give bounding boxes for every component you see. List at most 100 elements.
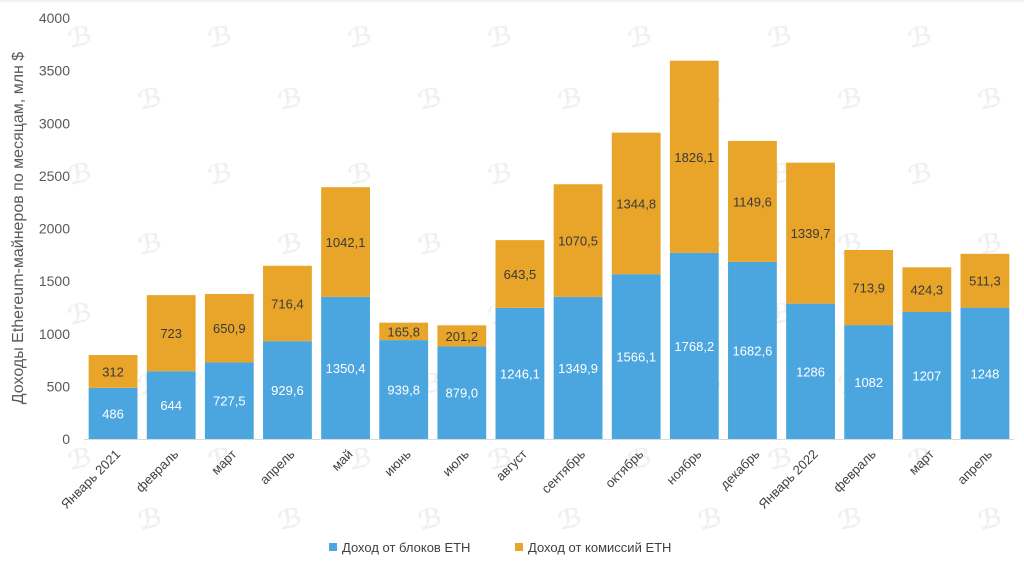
watermark-icon: ℬ [415,502,445,536]
bar-fees-segment [88,355,138,388]
data-label-fees: 723 [160,326,182,341]
watermark-icon: ℬ [835,82,865,116]
x-tick-label: апрель [954,446,995,487]
data-label-blocks: 1207 [912,368,941,383]
x-tick-label: июнь [381,446,414,479]
bar-blocks-segment [844,325,894,439]
x-tick-label: апрель [257,446,298,487]
watermark-icon: ℬ [625,20,655,54]
legend-label-fees: Доход от комиссий ETH [528,540,671,555]
bar-fees-segment [553,184,603,297]
legend-label-blocks: Доход от блоков ETH [342,540,470,555]
bar-fees-segment [902,267,952,312]
bar-blocks-segment [379,340,429,439]
y-tick-label: 3000 [39,115,70,131]
x-tick-label: сентябрь [538,446,588,496]
bar-fees-segment [786,162,835,304]
data-label-blocks: 1682,6 [733,343,773,358]
data-label-fees: 643,5 [504,267,537,282]
bar-blocks-segment [437,346,487,439]
watermark-icon: ℬ [275,502,305,536]
watermark-icon: ℬ [415,227,445,261]
x-tick-label: ноябрь [663,446,704,487]
category-labels: Январь 2021 февраль март апрель май июнь июль а… [58,446,995,511]
bar-fees-segment [611,132,661,275]
data-label-fees: 650,9 [213,321,246,336]
data-label-blocks: 1350,4 [326,361,366,376]
watermark-icon: ℬ [555,502,585,536]
data-label-fees: 511,3 [969,274,1001,289]
watermark-icon: ℬ [135,82,165,116]
data-label-fees: 424,3 [911,283,944,298]
y-axis-ticks: 0 500 1000 1500 2000 2500 3000 3500 4000 [39,10,70,447]
bar-fees-segment [379,322,429,341]
data-label-fees: 201,2 [446,329,479,344]
bar-fees-segment [669,60,719,253]
data-label-blocks: 727,5 [213,394,246,409]
data-label-fees: 1070,5 [558,234,598,249]
bar-blocks-segment [902,311,952,439]
data-label-blocks: 1768,2 [674,339,714,354]
watermark-icon: ℬ [345,157,375,191]
watermark-icon: ℬ [835,502,865,536]
data-label-fees: 716,4 [271,296,304,311]
watermark-icon: ℬ [905,20,935,54]
legend-swatch-fees [515,543,523,551]
bar-fees-segment [321,187,370,297]
watermark-icon: ℬ [135,227,165,261]
bar-fees-segment [204,293,254,363]
y-axis-title: Доходы Ethereum-майнеров по месяцам, млн… [10,52,27,405]
y-tick-label: 1000 [39,326,70,342]
bar-fees-segment [263,265,312,342]
bar-blocks-segment [728,261,777,439]
bar-blocks-segment [553,296,603,439]
bar-blocks-segment [669,252,719,439]
bar-fees-segment [437,325,487,347]
data-label-blocks: 1286 [796,364,825,379]
data-label-fees: 1339,7 [791,226,831,241]
x-tick-label: февраль [830,446,879,495]
bar-fees-segment [146,295,196,372]
bar-blocks-segment [495,307,545,439]
bars-layer: 486 312 644 723 727,5 650,9 929,6 716,4 1350,4 10… [88,60,1010,439]
legend-swatch-blocks [329,543,337,551]
bar-blocks-segment [786,303,835,439]
watermark-icon: ℬ [135,502,165,536]
data-label-blocks: 1082 [854,375,883,390]
watermark-icon: ℬ [275,82,305,116]
watermark-icon: ℬ [205,157,235,191]
watermark-icon: ℬ [555,82,585,116]
data-label-blocks: 939,8 [387,383,420,398]
data-label-blocks: 486 [102,406,124,421]
data-label-blocks: 1246,1 [500,366,540,381]
bar-fees-segment [728,140,777,262]
data-label-blocks: 1349,9 [558,361,598,376]
data-label-fees: 1826,1 [674,150,714,165]
data-label-fees: 165,8 [387,324,420,339]
y-tick-label: 3500 [39,63,70,79]
x-tick-label: декабрь [717,446,763,492]
bar-blocks-segment [611,274,661,439]
x-tick-label: февраль [133,446,182,495]
data-label-fees: 312 [102,364,124,379]
data-label-fees: 1042,1 [326,235,366,250]
watermark-icon: ℬ [205,20,235,54]
watermark-icon: ℬ [485,20,515,54]
bar-blocks-segment [263,341,312,439]
watermark-icon: ℬ [275,227,305,261]
data-label-blocks: 644 [160,398,182,413]
data-label-fees: 713,9 [852,281,885,296]
legend: Доход от блоков ETH Доход от комиссий ET… [329,540,671,555]
data-label-blocks: 929,6 [271,383,304,398]
y-tick-label: 2000 [39,221,70,237]
watermark-icon: ℬ [975,502,1005,536]
watermark-icon: ℬ [905,157,935,191]
y-tick-label: 0 [62,431,70,447]
watermark-icon: ℬ [485,157,515,191]
y-tick-label: 500 [47,378,71,394]
data-label-blocks: 1248 [970,366,999,381]
watermark-icon: ℬ [345,20,375,54]
y-tick-label: 1500 [39,273,70,289]
bar-fees-segment [844,249,894,326]
